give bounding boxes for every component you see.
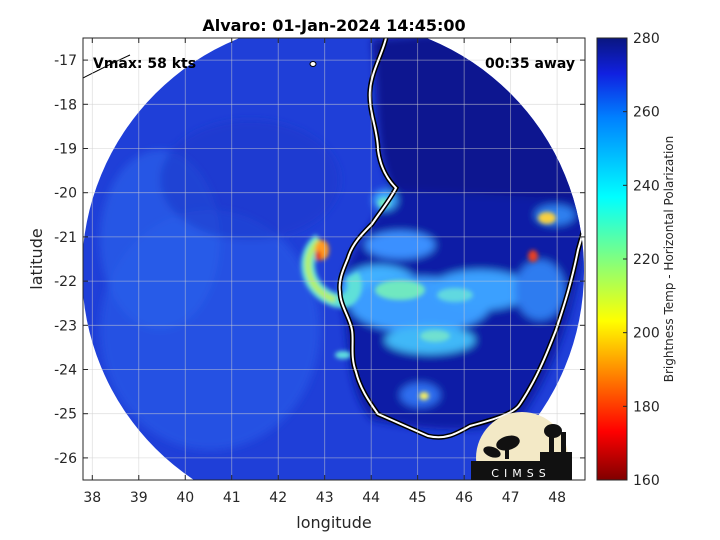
y-tick-label: -17 [54, 53, 77, 69]
x-axis-label: longitude [296, 513, 371, 532]
colorbar-tick-label: 280 [633, 31, 660, 47]
x-tick-label: 47 [502, 490, 520, 506]
x-tick-label: 41 [223, 490, 241, 506]
colorbar-label: Brightness Temp - Horizontal Polarizatio… [662, 136, 676, 383]
x-tick-label: 38 [83, 490, 101, 506]
colorbar-ticks: 160 180 200 220 240 260 280 [623, 31, 660, 489]
y-tick-label: -19 [54, 142, 77, 158]
colorbar-tick-label: 240 [633, 178, 660, 194]
axes-frame [82, 37, 586, 481]
time-away-label: 00:35 away [485, 56, 575, 72]
colorbar-tick-label: 260 [633, 105, 660, 121]
colorbar-tick-label: 180 [633, 399, 660, 415]
cimss-logo: CIMSS [471, 412, 572, 480]
x-tick-label: 46 [455, 490, 473, 506]
y-tick-label: -26 [54, 451, 77, 467]
chart-title: Alvaro: 01-Jan-2024 14:45:00 [202, 16, 465, 35]
x-tick-label: 39 [130, 490, 148, 506]
y-tick-label: -22 [54, 274, 77, 290]
x-tick-label: 40 [176, 490, 194, 506]
cimss-logo-text: CIMSS [491, 467, 550, 480]
colorbar-tick-label: 160 [633, 473, 660, 489]
x-axis: 38 39 40 41 42 43 44 45 46 47 48 [83, 38, 566, 506]
y-tick-label: -18 [54, 97, 77, 113]
y-tick-label: -23 [54, 318, 77, 334]
x-tick-label: 43 [316, 490, 334, 506]
y-axis-label: latitude [27, 228, 46, 289]
y-tick-label: -25 [54, 407, 77, 423]
y-tick-label: -21 [54, 230, 77, 246]
x-tick-label: 45 [409, 490, 427, 506]
y-tick-label: -24 [54, 363, 77, 379]
x-tick-label: 44 [362, 490, 380, 506]
island-marker [309, 61, 317, 67]
colorbar [596, 37, 628, 481]
x-tick-label: 42 [269, 490, 287, 506]
vmax-label: Vmax: 58 kts [93, 56, 196, 72]
y-axis: -17 -18 -19 -20 -21 -22 -23 -24 -25 -26 [54, 53, 585, 467]
grid [83, 38, 585, 480]
y-tick-label: -20 [54, 186, 77, 202]
colorbar-tick-label: 200 [633, 326, 660, 342]
colorbar-tick-label: 220 [633, 252, 660, 268]
x-tick-label: 48 [548, 490, 566, 506]
